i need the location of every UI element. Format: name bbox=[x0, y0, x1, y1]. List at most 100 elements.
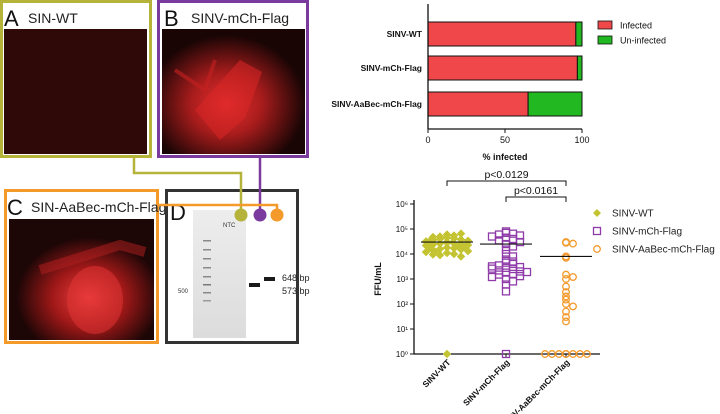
scatter-point-mch bbox=[508, 259, 518, 269]
scatter-point-aabec bbox=[562, 300, 570, 308]
gel-ladder bbox=[203, 240, 211, 302]
bar-category-label: SINV-WT bbox=[387, 29, 423, 39]
scatter-point-mch bbox=[508, 229, 518, 238]
bar-legend-swatch bbox=[597, 20, 613, 30]
scatter-y-tick-label: 10⁴ bbox=[396, 250, 409, 259]
scatter-point-mch bbox=[522, 267, 532, 277]
scatter-point-mch bbox=[487, 264, 497, 273]
scatter-y-tick-label: 10⁰ bbox=[396, 350, 408, 359]
bar-category-label: SINV-mCh-Flag bbox=[361, 63, 422, 73]
significance-label: p<0.0129 bbox=[484, 169, 528, 181]
scatter-y-tick-label: 10³ bbox=[396, 275, 408, 284]
scatter-point-mch bbox=[501, 245, 511, 254]
scatter-point-aabec bbox=[562, 307, 570, 316]
bar-x-tick-label: 100 bbox=[574, 135, 589, 145]
bar-legend-label: Un-infected bbox=[620, 36, 666, 46]
ladder-band bbox=[203, 284, 211, 286]
scatter-point-aabec bbox=[562, 350, 570, 358]
marker-dot-b bbox=[253, 208, 267, 222]
panel-b-letter: B bbox=[164, 6, 179, 31]
infection-bar-chart: SINV-WT SINV-mCh-Flag SINV-AaBec-mCh-Flag 0… bbox=[331, 4, 666, 162]
scatter-point-wt bbox=[463, 246, 473, 256]
bar-category-label: SINV-AaBec-mCh-Flag bbox=[331, 99, 422, 109]
gel-band-upper bbox=[264, 277, 275, 281]
marker-dot-c bbox=[270, 208, 284, 222]
scatter-legend-marker bbox=[592, 226, 602, 236]
scatter-point-mch bbox=[494, 266, 504, 275]
ladder-band bbox=[203, 258, 211, 260]
scatter-legend-label: SINV-AaBec-mCh-Flag bbox=[612, 245, 715, 256]
bar-legend-swatch bbox=[597, 35, 613, 45]
panel-a-image bbox=[4, 29, 147, 154]
scatter-point-mch bbox=[508, 264, 518, 274]
scatter-point-aabec bbox=[562, 313, 570, 322]
scatter-legend-label: SINV-WT bbox=[612, 209, 654, 220]
gel-image bbox=[193, 210, 246, 338]
scatter-point-mch bbox=[508, 234, 518, 244]
scatter-point-aabec bbox=[562, 317, 570, 326]
scatter-y-tick-label: 10² bbox=[396, 300, 408, 309]
scatter-y-tick-label: 10⁶ bbox=[396, 200, 408, 209]
bar-infected bbox=[427, 91, 529, 117]
scatter-point-mch bbox=[494, 261, 504, 270]
scatter-point-mch bbox=[501, 263, 511, 272]
ladder-band bbox=[203, 249, 211, 251]
panel-c-image-stripe bbox=[38, 239, 147, 275]
scatter-point-mch bbox=[515, 272, 525, 281]
connectors bbox=[132, 156, 284, 222]
gel-band-upper-label: 648 bp bbox=[282, 273, 310, 283]
panel-c-image-tissue bbox=[67, 266, 123, 334]
scatter-point-wt bbox=[442, 248, 452, 258]
scatter-point-wt bbox=[428, 250, 438, 259]
panel-a-title: SIN-WT bbox=[28, 10, 78, 26]
scatter-legend-marker bbox=[593, 209, 601, 217]
scatter-category-label: SINV-AaBec-mCh-Flag bbox=[500, 357, 571, 414]
panel-a-image-tint bbox=[4, 29, 147, 154]
scatter-point-aabec bbox=[562, 270, 570, 279]
scatter-point-mch bbox=[515, 237, 525, 247]
significance-bracket bbox=[505, 196, 567, 202]
ladder-band bbox=[203, 267, 211, 269]
scatter-point-aabec bbox=[569, 273, 577, 281]
scatter-y-axis-label: FFU/mL bbox=[373, 262, 383, 296]
significance-label: p<0.0161 bbox=[514, 185, 558, 197]
ladder-band bbox=[203, 300, 211, 302]
ladder-band bbox=[203, 240, 211, 242]
scatter-point-mch bbox=[487, 262, 497, 271]
scatter-point-aabec bbox=[562, 275, 570, 283]
bar-uninfected bbox=[527, 91, 583, 117]
scatter-point-aabec bbox=[569, 239, 577, 248]
significance-bracket bbox=[446, 180, 567, 186]
gel-ladder-500-label: 500 bbox=[178, 289, 189, 295]
scatter-y-tick-label: 10⁵ bbox=[396, 225, 408, 234]
scatter-point-mch bbox=[494, 270, 504, 279]
scatter-category-label: SINV-WT bbox=[420, 357, 453, 390]
scatter-point-wt bbox=[456, 229, 466, 239]
ladder-band bbox=[203, 276, 211, 278]
panel-c: C SIN-AaBec-mCh-Flag bbox=[4, 189, 166, 344]
panel-a: A SIN-WT bbox=[0, 0, 152, 158]
scatter-point-mch bbox=[508, 252, 518, 261]
panel-b-image-tissue bbox=[195, 60, 262, 140]
scatter-legend-marker bbox=[593, 245, 601, 253]
scatter-legend-label: SINV-mCh-Flag bbox=[612, 227, 682, 238]
panel-c-letter: C bbox=[7, 195, 23, 220]
scatter-point-aabec bbox=[562, 253, 570, 262]
scatter-point-mch bbox=[487, 272, 497, 282]
scatter-point-aabec bbox=[541, 350, 549, 358]
bar-x-tick-label: 50 bbox=[500, 135, 510, 145]
scatter-point-wt bbox=[442, 349, 452, 359]
scatter-point-mch bbox=[487, 232, 497, 241]
panel-b-image-streak bbox=[173, 59, 217, 94]
bar-uninfected bbox=[576, 55, 583, 81]
ladder-band bbox=[203, 292, 211, 294]
scatter-point-wt bbox=[456, 252, 466, 261]
bar-infected bbox=[427, 55, 578, 81]
scatter-category-label: SINV-mCh-Flag bbox=[461, 357, 511, 407]
scatter-point-wt bbox=[449, 249, 459, 259]
bar-infected bbox=[427, 21, 577, 47]
bar-x-axis-label: % infected bbox=[482, 152, 527, 162]
gel-band-lower bbox=[249, 283, 260, 287]
